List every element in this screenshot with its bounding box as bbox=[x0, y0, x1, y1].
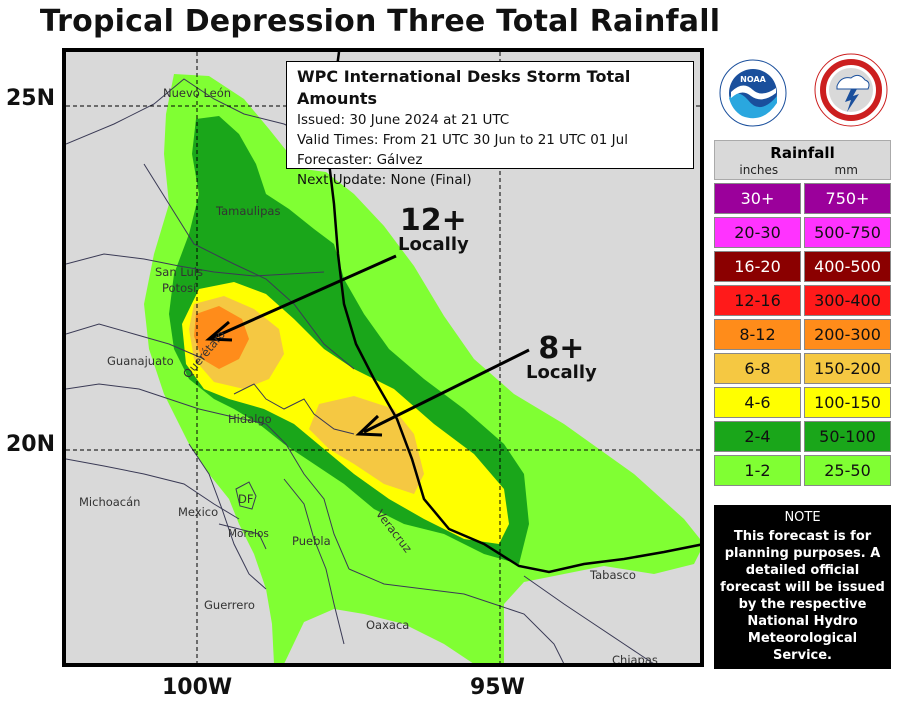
label-puebla: Puebla bbox=[292, 534, 331, 548]
coastline bbox=[326, 52, 700, 574]
legend-row: 2-4 50-100 bbox=[714, 421, 891, 452]
next-update-text: Next Update: None (Final) bbox=[297, 172, 472, 188]
annotation-8-value: 8+ bbox=[538, 331, 585, 366]
annotation-12-locally: 12+ Locally bbox=[398, 206, 469, 254]
legend-cell-mm: 400-500 bbox=[804, 251, 891, 282]
legend-cell-inches: 2-4 bbox=[714, 421, 801, 452]
legend-row: 8-12 200-300 bbox=[714, 319, 891, 350]
issued-text: Issued: 30 June 2024 at 21 UTC bbox=[297, 112, 510, 128]
label-guanajuato: Guanajuato bbox=[107, 354, 174, 368]
legend-cell-inches: 4-6 bbox=[714, 387, 801, 418]
label-tabasco: Tabasco bbox=[590, 568, 636, 582]
annotation-8-locally: 8+ Locally bbox=[526, 334, 597, 382]
gulf-water bbox=[304, 52, 700, 576]
legend-cell-mm: 150-200 bbox=[804, 353, 891, 384]
label-morelos: Morelos bbox=[228, 528, 269, 540]
legend-cell-inches: 8-12 bbox=[714, 319, 801, 350]
legend-cell-inches: 20-30 bbox=[714, 217, 801, 248]
legend-row: 12-16 300-400 bbox=[714, 285, 891, 316]
legend-row: 20-30 500-750 bbox=[714, 217, 891, 248]
forecaster-text: Forecaster: Gálvez bbox=[297, 152, 423, 168]
legend-cell-mm: 300-400 bbox=[804, 285, 891, 316]
lat-label-20n: 20N bbox=[6, 432, 56, 457]
map-canvas bbox=[66, 52, 700, 663]
annotation-arrows bbox=[205, 254, 530, 437]
legend-cell-inches: 30+ bbox=[714, 183, 801, 214]
lon-label-95w: 95W bbox=[470, 675, 525, 700]
legend-cell-inches: 12-16 bbox=[714, 285, 801, 316]
lat-label-25n: 25N bbox=[6, 86, 56, 111]
svg-text:NOAA: NOAA bbox=[740, 75, 766, 84]
label-san-luis-potosi-2: Potosí bbox=[162, 281, 197, 295]
nws-logo bbox=[813, 52, 888, 127]
legend-header: Rainfall inches mm bbox=[714, 140, 891, 180]
legend-cell-mm: 25-50 bbox=[804, 455, 891, 486]
label-michoacan: Michoacán bbox=[79, 495, 141, 509]
lon-label-100w: 100W bbox=[162, 675, 233, 700]
label-san-luis-potosi-1: San Luis bbox=[155, 265, 203, 279]
legend-cell-inches: 16-20 bbox=[714, 251, 801, 282]
annotation-8-label: Locally bbox=[526, 362, 597, 383]
info-box-title: WPC International Desks Storm Total Amou… bbox=[297, 67, 631, 108]
label-mexico: Mexico bbox=[178, 505, 219, 519]
map-title: Tropical Depression Three Total Rainfall bbox=[39, 4, 721, 39]
legend-title: Rainfall bbox=[770, 144, 835, 162]
rain-shade-8-12 bbox=[194, 306, 249, 369]
legend-cell-mm: 50-100 bbox=[804, 421, 891, 452]
label-guerrero: Guerrero bbox=[204, 598, 255, 612]
legend-row: 30+ 750+ bbox=[714, 183, 891, 214]
legend-row: 1-2 25-50 bbox=[714, 455, 891, 486]
legend-row: 4-6 100-150 bbox=[714, 387, 891, 418]
legend-unit-inches: inches bbox=[739, 163, 779, 177]
label-hidalgo: Hidalgo bbox=[228, 412, 272, 426]
legend-cell-mm: 200-300 bbox=[804, 319, 891, 350]
legend-cell-mm: 100-150 bbox=[804, 387, 891, 418]
legend-unit-mm: mm bbox=[834, 163, 858, 177]
label-tamaulipas: Tamaulipas bbox=[216, 204, 281, 218]
valid-times-text: Valid Times: From 21 UTC 30 Jun to 21 UT… bbox=[297, 132, 628, 148]
annotation-12-value: 12+ bbox=[399, 203, 467, 238]
annotation-12-label: Locally bbox=[398, 234, 469, 255]
info-box: WPC International Desks Storm Total Amou… bbox=[286, 61, 694, 188]
label-nuevo-leon: Nuevo León bbox=[163, 86, 232, 100]
legend-cell-inches: 6-8 bbox=[714, 353, 801, 384]
label-chiapas: Chiapas bbox=[612, 653, 658, 667]
legend-cell-mm: 750+ bbox=[804, 183, 891, 214]
note-box: NOTE This forecast is for planning purpo… bbox=[714, 505, 891, 669]
legend-cell-mm: 500-750 bbox=[804, 217, 891, 248]
legend-row: 16-20 400-500 bbox=[714, 251, 891, 282]
rainfall-legend: Rainfall inches mm 30+ 750+ 20-30 500-750 16… bbox=[714, 140, 891, 486]
note-title: NOTE bbox=[784, 510, 821, 525]
noaa-logo: NOAA bbox=[718, 58, 788, 128]
label-df: DF bbox=[238, 492, 254, 506]
legend-row: 6-8 150-200 bbox=[714, 353, 891, 384]
rain-shade-6-8 bbox=[189, 296, 424, 494]
label-oaxaca: Oaxaca bbox=[366, 618, 410, 632]
note-text: This forecast is for planning purposes. … bbox=[720, 529, 885, 663]
legend-cell-inches: 1-2 bbox=[714, 455, 801, 486]
